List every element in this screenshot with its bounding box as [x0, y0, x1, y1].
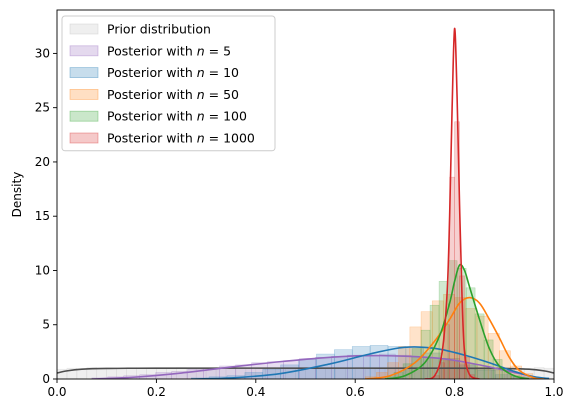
histogram-bar — [474, 313, 485, 379]
legend-entry-label: Posterior with n = 100 — [107, 109, 247, 124]
histogram-bar — [334, 349, 353, 379]
legend-entry-label: Posterior with n = 1000 — [107, 131, 255, 146]
series-4-kde-line — [384, 263, 530, 379]
series-0-kde-line — [57, 367, 554, 374]
histogram-bar — [447, 260, 458, 379]
histogram-bar — [369, 345, 389, 379]
histogram-bar — [171, 371, 188, 379]
histogram-bar — [96, 367, 107, 379]
histogram-bar — [434, 375, 440, 379]
legend-swatch — [69, 45, 99, 57]
x-tick-label: 0.8 — [445, 385, 464, 399]
histogram-bar — [187, 368, 204, 379]
histogram-bar — [351, 346, 371, 379]
histogram-bar — [66, 367, 78, 379]
histogram-bar — [543, 367, 554, 379]
legend-entry-label: Prior distribution — [107, 22, 211, 37]
series-3-kde-line — [365, 296, 545, 379]
x-tick-label: 1.0 — [544, 385, 563, 399]
axes-frame — [56, 9, 555, 380]
legend-entry-label: Posterior with n = 50 — [107, 87, 239, 102]
legend-swatch — [69, 67, 99, 78]
y-tick-label: 5 — [42, 318, 50, 332]
histogram-bar — [219, 365, 236, 379]
x-tick-label: 0.4 — [246, 385, 265, 399]
y-tick-label: 30 — [35, 46, 50, 60]
histogram-bar — [379, 353, 396, 379]
legend-entry-label: Posterior with n = 10 — [107, 65, 239, 80]
series-2-kde-line — [191, 346, 550, 379]
histogram-bar — [483, 339, 494, 379]
legend-swatch — [69, 132, 99, 144]
legend-swatch — [69, 23, 99, 35]
legend-swatch — [69, 89, 99, 100]
y-tick-label: 10 — [35, 263, 50, 277]
axes: 0.0 0.2 0.4 0.6 0.8 1.0 0 5 10 15 20 25 30 Density — [10, 9, 564, 399]
legend-entry-label: Posterior with n = 5 — [107, 43, 231, 58]
y-tick-label: 15 — [35, 209, 50, 223]
histogram-bar — [490, 370, 508, 379]
histogram-bar — [57, 368, 68, 379]
histogram-bar — [474, 366, 492, 379]
y-tick-label: 20 — [35, 155, 50, 169]
x-tick-label: 0.6 — [346, 385, 365, 399]
legend-box — [61, 15, 276, 152]
legend-swatch — [69, 110, 99, 122]
y-axis-label: Density — [10, 172, 24, 218]
histogram-bar — [395, 354, 412, 379]
histogram-bar — [409, 326, 422, 379]
legend: Prior distribution Posterior with n = 5 Po… — [61, 15, 276, 152]
histogram-bar — [477, 370, 496, 379]
series-5-kde-line — [424, 27, 480, 379]
x-tick-label: 0.0 — [47, 385, 66, 399]
y-tick-label: 0 — [42, 372, 50, 386]
x-tick-label: 0.2 — [147, 385, 166, 399]
y-tick-label: 25 — [35, 101, 50, 115]
histogram-bar — [439, 362, 445, 379]
